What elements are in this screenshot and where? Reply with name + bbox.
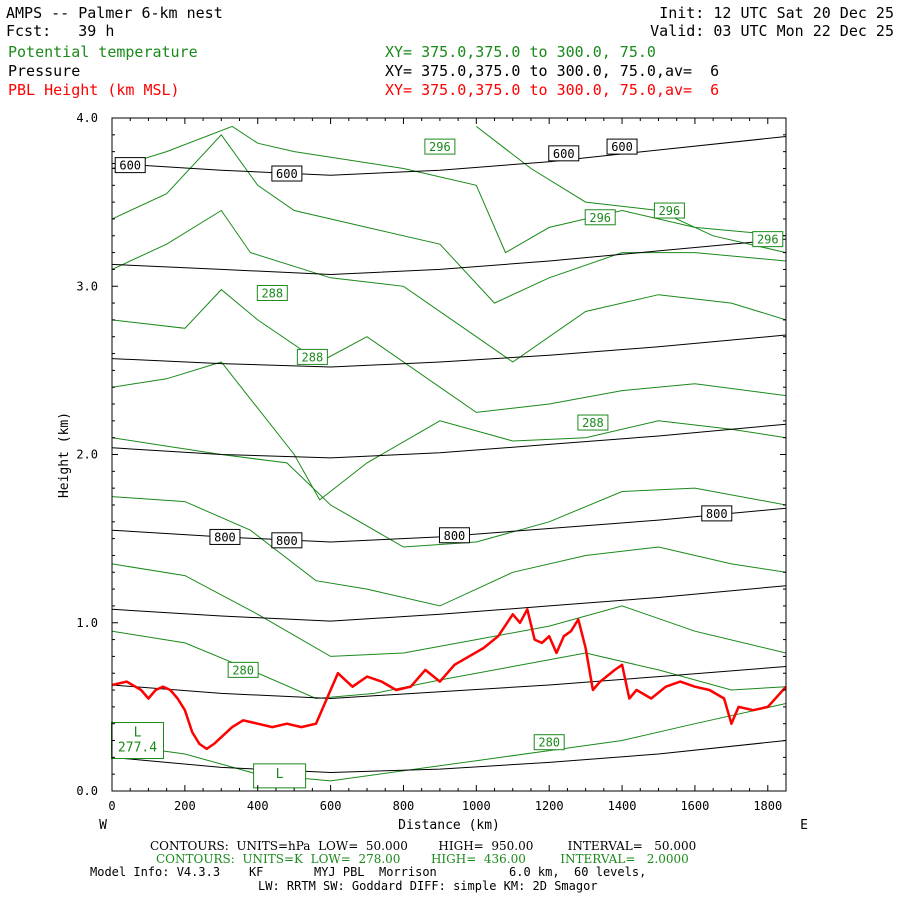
legend-pressure-xy: XY= 375.0,375.0 to 300.0, 75.0,av= 6 [385,62,720,80]
theta-contour-6 [112,288,786,413]
theta-contour-2 [112,563,786,657]
x-tick-label: 800 [393,799,415,813]
pressure-contour-7 [112,136,786,176]
legend-pbl-name: PBL Height (km MSL) [8,81,180,99]
footer-theta-contours: CONTOURS: UNITS=K LOW= 278.00 HIGH= 436.… [156,852,689,866]
svg-text:288: 288 [261,286,283,300]
x-tick-label: 0 [108,799,115,813]
y-tick-label: 1.0 [76,616,98,630]
theta-label-1: 296 [584,209,616,226]
pressure-label-7: 800 [701,505,733,522]
chart-title: AMPS -- Palmer 6-km nest [6,4,223,22]
pressure-contour-4 [112,423,786,459]
svg-text:277.4: 277.4 [118,741,157,756]
svg-text:296: 296 [757,233,779,247]
svg-text:296: 296 [659,204,681,218]
valid-time: Valid: 03 UTC Mon 22 Dec 25 [650,22,894,40]
pressure-contour-6 [112,238,786,276]
pressure-label-4: 800 [209,528,241,545]
y-tick-label: 4.0 [76,111,98,125]
svg-text:600: 600 [611,140,633,154]
legend-pbl-xy: XY= 375.0,375.0 to 300.0, 75.0,av= 6 [385,81,720,99]
svg-text:288: 288 [582,416,604,430]
pressure-contour-1 [112,666,786,700]
theta-contour-9 [112,125,786,254]
plot-frame [111,117,787,792]
svg-text:800: 800 [706,507,728,521]
footer-physics-info: LW: RRTM SW: Goddard DIFF: simple KM: 2D… [258,879,598,893]
theta-label-4: 288 [256,284,288,301]
pressure-label-0: 600 [114,157,146,174]
svg-text:600: 600 [553,147,575,161]
theta-label-8: 280 [533,734,565,751]
x-tick-label: 1400 [608,799,637,813]
pbl-height-line [112,608,786,751]
svg-text:L: L [134,726,142,741]
x-axis-label: Distance (km) [398,818,500,833]
svg-text:600: 600 [119,159,141,173]
x-tick-label: 400 [247,799,269,813]
theta-label-3: 296 [752,231,784,248]
init-time: Init: 12 UTC Sat 20 Dec 25 [659,4,894,22]
x-tick-label: 1600 [680,799,709,813]
y-tick-label: 2.0 [76,448,98,462]
x-tick-label: 1800 [753,799,782,813]
theta-label-0: 296 [424,138,456,155]
theta-contour-4 [112,437,786,548]
x-tick-label: 1000 [462,799,491,813]
svg-text:288: 288 [302,350,324,364]
pressure-contour-2 [112,585,786,622]
svg-text:280: 280 [538,736,560,750]
svg-text:296: 296 [589,211,611,225]
theta-contour-1 [112,630,786,700]
theta-label-6: 288 [577,414,609,431]
theta-contour-3 [112,496,786,607]
forecast-hour: Fcst: 39 h [6,22,115,40]
pressure-label-5: 800 [271,532,303,549]
theta-label-5: 288 [296,348,328,365]
pressure-label-2: 600 [548,145,580,162]
theta-label-2: 296 [653,202,685,219]
x-tick-label: 200 [174,799,196,813]
svg-text:L: L [276,767,284,782]
svg-text:800: 800 [276,534,298,548]
footer-pressure-contours: CONTOURS: UNITS=hPa LOW= 50.000 HIGH= 95… [150,839,697,853]
svg-text:800: 800 [444,529,466,543]
theta-contour-10 [475,126,786,254]
footer-model-info: Model Info: V4.3.3 KF MYJ PBL Morrison 6… [90,865,647,879]
theta-contour-8 [112,134,786,304]
theta-contour-7 [112,209,786,363]
svg-text:800: 800 [214,530,236,544]
pressure-label-3: 600 [606,138,638,155]
svg-text:600: 600 [276,167,298,181]
y-tick-label: 0.0 [76,784,98,798]
svg-text:280: 280 [232,663,254,677]
y-tick-label: 3.0 [76,279,98,293]
x-tick-label: 1200 [535,799,564,813]
y-axis-label: Height (km) [57,412,72,498]
legend-theta-name: Potential temperature [8,43,198,61]
theta-contour-0 [112,703,786,782]
low-marker-1: L [253,763,307,789]
svg-text:296: 296 [429,140,451,154]
theta-label-7: 280 [227,661,259,678]
pressure-label-6: 800 [438,527,470,544]
pressure-contour-5 [112,334,786,368]
pressure-contour-0 [112,740,786,774]
legend-pressure-name: Pressure [8,62,81,80]
x-tick-label: 600 [320,799,342,813]
legend-theta-xy: XY= 375.0,375.0 to 300.0, 75.0 [385,43,656,61]
west-label: W [99,818,107,833]
theta-contour-5 [112,361,786,501]
pressure-label-1: 600 [271,165,303,182]
east-label: E [800,818,808,833]
